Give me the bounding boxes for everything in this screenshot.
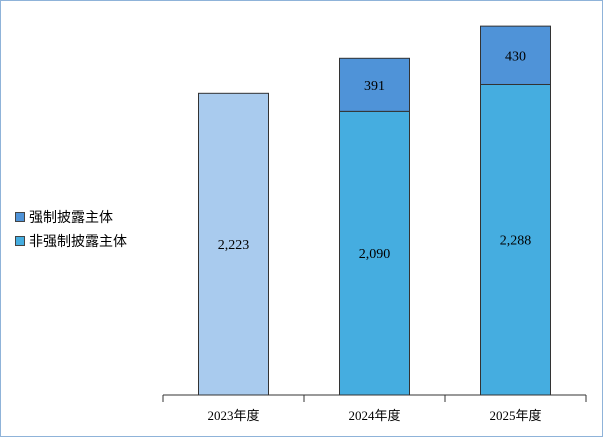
x-tick-label-2: 2025年度 — [489, 408, 541, 423]
bar-mandatory-2 — [480, 25, 551, 85]
legend-swatch-non-mandatory — [15, 236, 25, 246]
data-label-non-mandatory-2: 2,288 — [500, 234, 532, 249]
x-tick-label-0: 2023年度 — [207, 408, 259, 423]
data-label-non-mandatory-1: 2,090 — [359, 247, 391, 262]
legend-item-non-mandatory: 非强制披露主体 — [15, 229, 127, 253]
x-tick-label-1: 2024年度 — [348, 408, 400, 423]
bar-mandatory-1 — [339, 57, 410, 112]
data-label-mandatory-2: 430 — [505, 49, 526, 64]
legend-label-non-mandatory: 非强制披露主体 — [29, 234, 127, 250]
bar-non-mandatory-1 — [339, 110, 410, 396]
legend-item-mandatory: 强制披露主体 — [15, 205, 127, 229]
legend-swatch-mandatory — [15, 212, 25, 222]
bar-non-mandatory-2 — [480, 83, 551, 396]
data-label-mandatory-1: 391 — [364, 79, 385, 94]
bar-non-mandatory-0 — [198, 92, 269, 396]
legend: 强制披露主体 非强制披露主体 — [15, 205, 127, 253]
legend-label-mandatory: 强制披露主体 — [29, 210, 113, 226]
data-label-non-mandatory-0: 2,223 — [218, 238, 250, 253]
